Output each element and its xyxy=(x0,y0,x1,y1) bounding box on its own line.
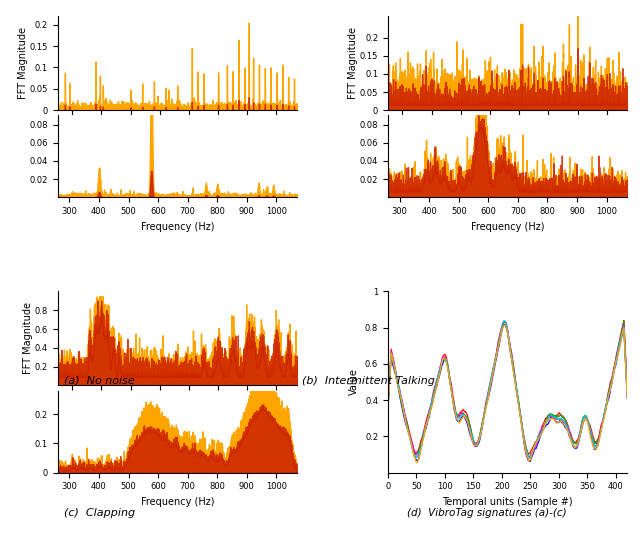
Text: (c)  Clapping: (c) Clapping xyxy=(63,507,135,518)
Y-axis label: FFT Magnitude: FFT Magnitude xyxy=(23,302,33,374)
X-axis label: Frequency (Hz): Frequency (Hz) xyxy=(141,222,214,231)
Text: (d)  VibroTag signatures (a)-(c): (d) VibroTag signatures (a)-(c) xyxy=(406,507,566,518)
Text: (b)  Intermittent Talking: (b) Intermittent Talking xyxy=(301,376,435,386)
X-axis label: Temporal units (Sample #): Temporal units (Sample #) xyxy=(442,497,573,507)
Y-axis label: FFT Magnitude: FFT Magnitude xyxy=(18,27,28,99)
Y-axis label: Value: Value xyxy=(349,368,359,395)
X-axis label: Frequency (Hz): Frequency (Hz) xyxy=(141,497,214,507)
Text: (a)  No noise: (a) No noise xyxy=(64,376,134,386)
X-axis label: Frequency (Hz): Frequency (Hz) xyxy=(471,222,544,231)
Y-axis label: FFT Magnitude: FFT Magnitude xyxy=(348,27,358,99)
